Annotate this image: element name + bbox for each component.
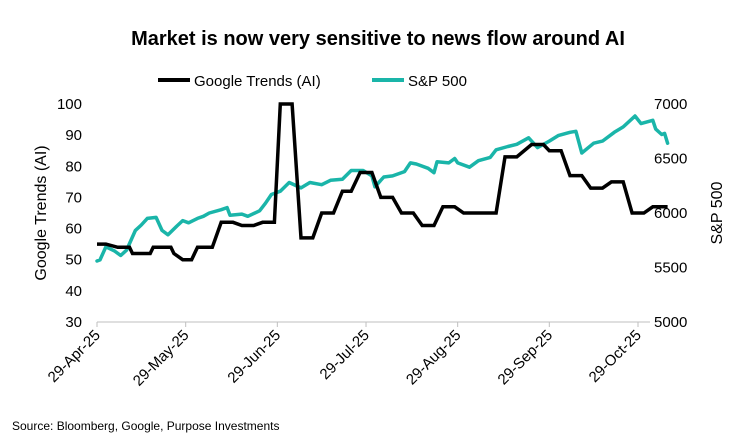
legend: Google Trends (AI) S&P 500 [158, 73, 467, 90]
left-tick-label: 30 [65, 314, 82, 331]
right-tick-label: 7000 [654, 96, 687, 113]
x-tick-label: 29-Sep-25 [495, 327, 557, 389]
right-tick-label: 5500 [654, 260, 687, 277]
right-tick-label: 6000 [654, 205, 687, 222]
left-axis-title: Google Trends (AI) [33, 145, 50, 280]
left-tick-label: 100 [57, 96, 82, 113]
left-tick-label: 80 [65, 158, 82, 175]
left-axis-ticks: 30 40 50 60 70 80 90 100 [57, 96, 82, 331]
legend-label-sp500: S&P 500 [408, 73, 467, 90]
x-tick-label: 29-Jun-25 [224, 327, 284, 387]
left-tick-label: 70 [65, 189, 82, 206]
source-note: Source: Bloomberg, Google, Purpose Inves… [12, 419, 279, 433]
chart-title: Market is now very sensitive to news flo… [131, 28, 625, 50]
right-tick-label: 5000 [654, 314, 687, 331]
x-tick-label: 29-Jul-25 [317, 327, 373, 383]
left-tick-label: 40 [65, 283, 82, 300]
left-tick-label: 50 [65, 252, 82, 269]
x-axis-ticks: 29-Apr-25 29-May-25 29-Jun-25 29-Jul-25 29-A… [45, 322, 645, 390]
x-tick-label: 29-May-25 [130, 327, 193, 390]
x-tick-label: 29-Apr-25 [45, 327, 104, 386]
series-line-sp500 [95, 114, 670, 263]
legend-label-google-trends: Google Trends (AI) [194, 73, 321, 90]
x-tick-label: 29-Aug-25 [403, 327, 465, 389]
series-line-google-trends [97, 102, 668, 262]
x-tick-label: 29-Oct-25 [586, 327, 645, 386]
left-tick-label: 60 [65, 221, 82, 238]
right-axis-ticks: 5000 5500 6000 6500 7000 [654, 96, 687, 331]
right-tick-label: 6500 [654, 151, 687, 168]
left-tick-label: 90 [65, 127, 82, 144]
right-axis-title: S&P 500 [709, 181, 726, 244]
